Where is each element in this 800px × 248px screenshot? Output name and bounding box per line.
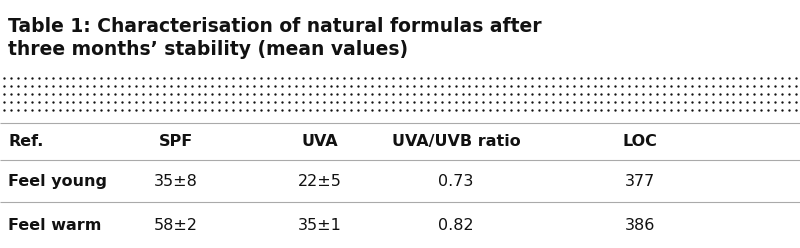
- Text: 58±2: 58±2: [154, 218, 198, 233]
- Text: SPF: SPF: [159, 134, 193, 149]
- Text: 35±1: 35±1: [298, 218, 342, 233]
- Text: UVA/UVB ratio: UVA/UVB ratio: [392, 134, 520, 149]
- Text: LOC: LOC: [622, 134, 658, 149]
- Text: 22±5: 22±5: [298, 174, 342, 188]
- Text: 35±8: 35±8: [154, 174, 198, 188]
- Text: Feel warm: Feel warm: [8, 218, 102, 233]
- Text: 386: 386: [625, 218, 655, 233]
- Text: 0.82: 0.82: [438, 218, 474, 233]
- Text: Ref.: Ref.: [8, 134, 43, 149]
- Text: 0.73: 0.73: [438, 174, 474, 188]
- Text: Table 1: Characterisation of natural formulas after
three months’ stability (mea: Table 1: Characterisation of natural for…: [8, 17, 542, 59]
- Text: UVA: UVA: [302, 134, 338, 149]
- Text: Feel young: Feel young: [8, 174, 107, 188]
- Text: 377: 377: [625, 174, 655, 188]
